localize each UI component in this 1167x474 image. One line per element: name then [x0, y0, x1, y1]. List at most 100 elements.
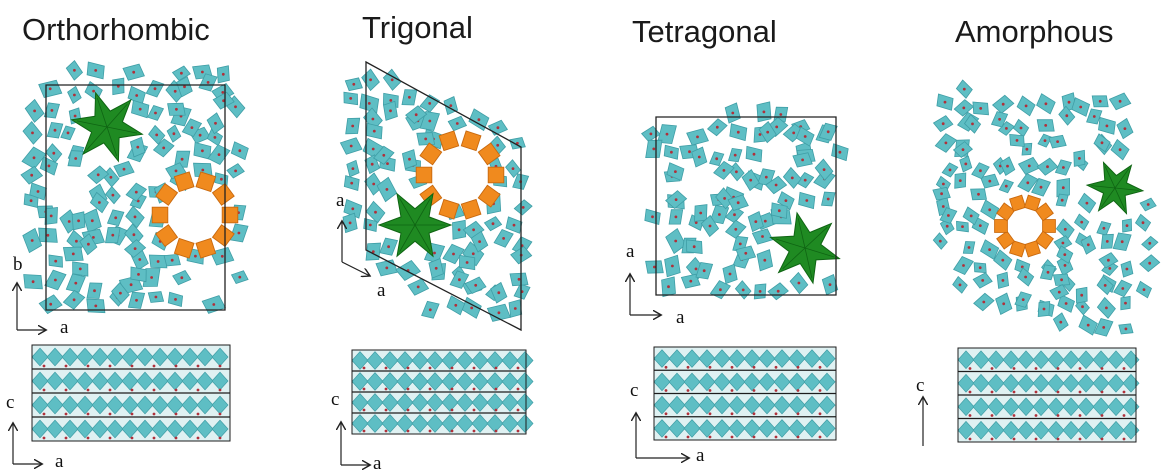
atom-dot	[1080, 220, 1084, 224]
ring-tetrahedron	[151, 206, 169, 224]
atom-dot	[150, 276, 154, 279]
atom-dot	[389, 109, 392, 113]
atom-dot	[1063, 227, 1067, 231]
atom-dot	[234, 169, 238, 173]
atom-dot	[450, 429, 454, 433]
atom-dot	[744, 251, 748, 255]
atom-dot	[351, 167, 355, 171]
atom-dot	[174, 388, 178, 392]
atom-dot	[64, 412, 68, 416]
atom-dot	[699, 211, 703, 215]
star-edge	[76, 120, 108, 128]
atom-dot	[71, 252, 75, 256]
slab-tetrahedron	[211, 395, 229, 415]
atom-dot	[96, 173, 100, 177]
atom-dot	[775, 125, 779, 129]
atom-dot	[1056, 390, 1060, 394]
atom-dot	[1012, 390, 1016, 394]
atom-dot	[735, 170, 738, 174]
atom-dot	[108, 364, 112, 368]
atom-dot	[180, 157, 184, 161]
atom-dot	[516, 387, 520, 391]
atom-dot	[434, 266, 438, 270]
atom-dot	[370, 162, 374, 166]
atom-dot	[74, 157, 78, 160]
atom-dot	[1005, 126, 1008, 130]
atom-dot	[74, 281, 78, 285]
slab-tetrahedron	[516, 414, 534, 433]
atom-dot	[472, 387, 476, 391]
star-edge	[1114, 168, 1130, 189]
atom-dot	[969, 214, 973, 218]
ring-tetrahedron	[419, 142, 443, 166]
atom-dot	[494, 408, 498, 412]
atom-dot	[52, 151, 56, 155]
atom-dot	[803, 135, 807, 138]
atom-dot	[776, 289, 780, 293]
atom-dot	[1012, 414, 1016, 417]
atom-dot	[1125, 224, 1129, 228]
atom-dot	[1107, 258, 1110, 262]
atom-dot	[477, 118, 481, 122]
atom-dot	[652, 147, 656, 151]
tetra-side-axes	[636, 414, 688, 458]
atom-dot	[779, 113, 783, 116]
atom-dot	[114, 216, 118, 220]
atom-dot	[731, 111, 735, 115]
atom-dot	[351, 124, 355, 128]
atom-dot	[31, 280, 35, 284]
atom-dot	[1012, 367, 1016, 370]
atom-dot	[674, 198, 678, 202]
atom-dot	[406, 387, 410, 391]
slab-tetrahedron	[1122, 373, 1140, 393]
atom-dot	[450, 366, 454, 370]
atom-dot	[801, 158, 804, 162]
atom-dot	[736, 130, 740, 134]
atom-dot	[130, 364, 134, 368]
atom-dot	[238, 275, 242, 279]
atom-dot	[180, 276, 184, 280]
atom-dot	[196, 364, 200, 368]
atom-dot	[513, 307, 517, 310]
atom-dot	[382, 153, 386, 157]
tetra-side-axis-horizontal-label: a	[696, 445, 705, 466]
slab-tetrahedron	[211, 419, 229, 439]
star-edge	[1114, 187, 1139, 191]
atom-dot	[414, 113, 418, 117]
atom-dot	[715, 157, 719, 161]
atom-dot	[686, 412, 690, 416]
atom-dot	[386, 162, 389, 166]
slab-outline	[957, 347, 1137, 443]
star-edge	[399, 198, 416, 226]
atom-dot	[220, 254, 224, 258]
atom-dot	[87, 242, 90, 246]
atom-dot	[694, 267, 698, 271]
axis-arrows	[13, 222, 923, 465]
atom-dot	[1122, 367, 1126, 370]
atom-dot	[406, 408, 410, 412]
atom-dot	[1001, 102, 1005, 106]
star-edge	[106, 103, 128, 128]
ring-tetrahedron	[1009, 240, 1027, 258]
atom-dot	[86, 412, 90, 416]
atom-dot	[803, 178, 807, 182]
side-view-slabs	[31, 344, 1140, 443]
atom-dot	[1004, 184, 1008, 188]
atom-dot	[72, 298, 76, 302]
atom-dot	[133, 247, 137, 251]
atom-dot	[201, 149, 204, 153]
atom-dot	[1026, 181, 1030, 185]
atom-dot	[201, 70, 204, 74]
atom-dot	[723, 197, 726, 200]
atom-dot	[1039, 185, 1043, 189]
atom-dot	[1124, 301, 1127, 305]
green-star-clusters	[70, 91, 1145, 285]
atom-dot	[494, 366, 498, 370]
atom-dot	[64, 436, 68, 440]
atom-dot	[702, 269, 706, 273]
atom-dot	[941, 122, 945, 126]
atom-dot	[362, 366, 366, 370]
atom-dot	[454, 303, 458, 307]
atom-dot	[213, 136, 217, 139]
atom-dot	[962, 106, 966, 110]
